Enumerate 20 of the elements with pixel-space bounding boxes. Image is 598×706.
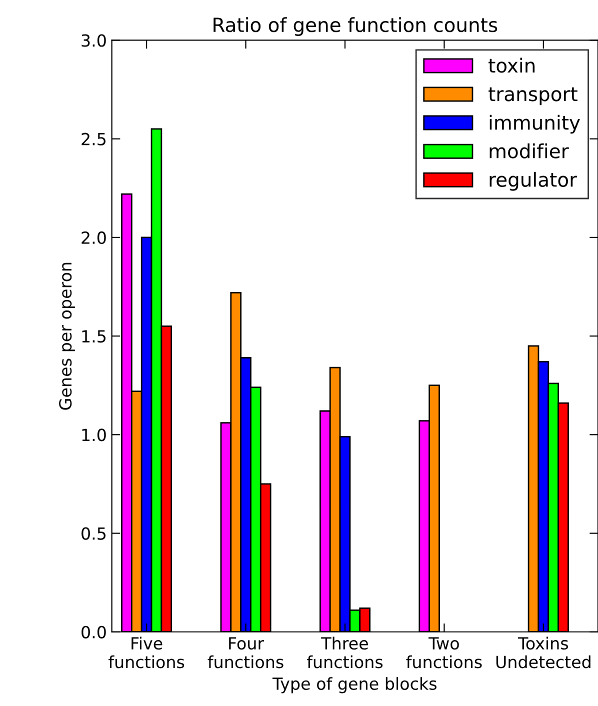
- legend-label: regulator: [490, 172, 578, 191]
- x-tick-label: Three functions: [306, 636, 383, 668]
- x-tick-label: Toxins Undetected: [496, 636, 590, 668]
- legend-label: toxin: [488, 58, 535, 73]
- x-tick-label: Two functions: [406, 637, 482, 668]
- y-tick-label: 0.0: [82, 626, 106, 638]
- x-tick-label: Five functions: [108, 636, 184, 668]
- y-tick-label: 3.0: [82, 34, 106, 47]
- y-tick-label: 1.0: [82, 428, 106, 442]
- y-tick-label: 1.5: [82, 330, 106, 343]
- y-axis-title: Genes per operon: [59, 262, 75, 410]
- y-tick-label: 2.0: [82, 231, 106, 244]
- x-tick-label: Four functions: [208, 637, 284, 668]
- y-tick-label: 2.5: [82, 132, 106, 146]
- y-tick-label: 0.5: [82, 527, 106, 540]
- chart-title: Ratio of gene function counts: [214, 17, 498, 36]
- legend-label: transport: [488, 87, 578, 106]
- x-axis-title: Type of gene blocks: [272, 677, 436, 694]
- legend-label: modifier: [490, 143, 569, 158]
- legend-label: immunity: [490, 114, 580, 134]
